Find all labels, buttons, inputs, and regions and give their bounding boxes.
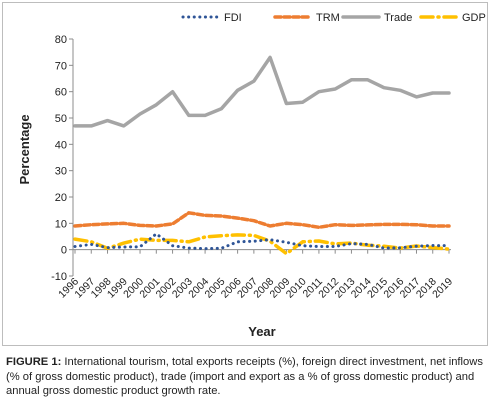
y-tick-label: -10 — [51, 271, 67, 283]
legend-label-trm: TRM — [316, 12, 340, 24]
y-tick-label: 30 — [55, 166, 67, 178]
y-tick-label: 40 — [55, 139, 67, 151]
series-line-trm — [73, 211, 451, 230]
y-tick-label: 60 — [55, 87, 67, 99]
series-line-fdi — [73, 232, 451, 251]
y-tick-label: 10 — [55, 218, 67, 230]
x-axis-label: Year — [248, 324, 275, 339]
legend-label-fdi: FDI — [224, 12, 242, 24]
legend-label-trade: Trade — [384, 12, 412, 24]
legend-label-gdp: GDP — [462, 12, 486, 24]
y-tick-label: 50 — [55, 113, 67, 125]
y-tick-label: 80 — [55, 34, 67, 46]
series-line-gdp — [73, 233, 451, 256]
figure-caption: FIGURE 1: International tourism, total e… — [6, 355, 484, 399]
chart-frame: -10 0 10 20 30 40 50 60 70 80 1996 1997 1998 1999 2000… — [2, 2, 488, 346]
y-axis-label: Percentage — [17, 114, 32, 184]
caption-text: International tourism, total exports rec… — [6, 356, 483, 398]
y-tick-label: 70 — [55, 60, 67, 72]
y-tick-label: 0 — [61, 245, 67, 257]
series-line-trade — [73, 55, 451, 128]
line-chart: -100102030405060708019961997199819992000… — [17, 12, 486, 339]
caption-label: FIGURE 1: — [6, 356, 62, 368]
y-tick-label: 20 — [55, 192, 67, 204]
